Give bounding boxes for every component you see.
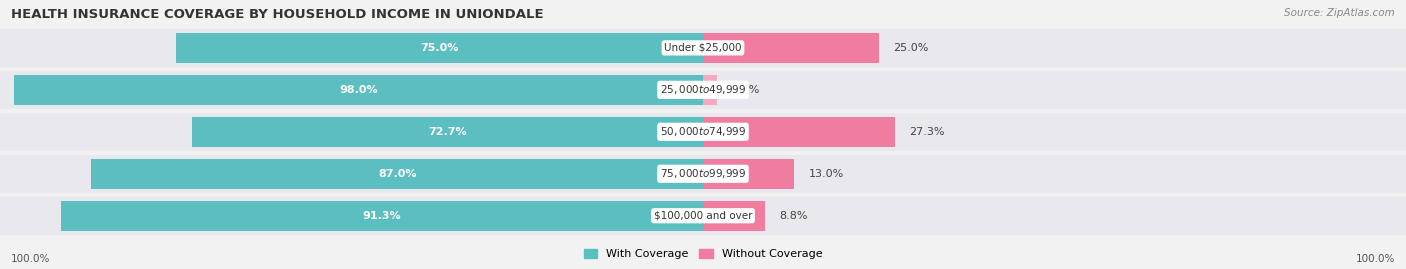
Text: 13.0%: 13.0% <box>808 169 844 179</box>
Bar <box>91 159 703 189</box>
Text: 72.7%: 72.7% <box>429 127 467 137</box>
Text: 87.0%: 87.0% <box>378 169 416 179</box>
Text: $25,000 to $49,999: $25,000 to $49,999 <box>659 83 747 96</box>
Text: 25.0%: 25.0% <box>893 43 928 53</box>
Bar <box>0 155 1406 192</box>
Text: 100.0%: 100.0% <box>1355 254 1395 264</box>
Text: 75.0%: 75.0% <box>420 43 458 53</box>
Bar <box>703 75 717 105</box>
Legend: With Coverage, Without Coverage: With Coverage, Without Coverage <box>579 244 827 263</box>
Bar <box>60 201 703 231</box>
Text: 98.0%: 98.0% <box>339 85 378 95</box>
Bar <box>703 159 794 189</box>
Text: $100,000 and over: $100,000 and over <box>654 211 752 221</box>
Text: 8.8%: 8.8% <box>779 211 807 221</box>
Text: $50,000 to $74,999: $50,000 to $74,999 <box>659 125 747 138</box>
Text: HEALTH INSURANCE COVERAGE BY HOUSEHOLD INCOME IN UNIONDALE: HEALTH INSURANCE COVERAGE BY HOUSEHOLD I… <box>11 8 544 21</box>
Bar <box>703 33 879 63</box>
Text: 91.3%: 91.3% <box>363 211 401 221</box>
Bar <box>0 113 1406 150</box>
Text: 2.0%: 2.0% <box>731 85 759 95</box>
Text: $75,000 to $99,999: $75,000 to $99,999 <box>659 167 747 180</box>
Text: 27.3%: 27.3% <box>910 127 945 137</box>
Bar <box>703 117 896 147</box>
Bar <box>0 71 1406 108</box>
Bar <box>191 117 703 147</box>
Bar <box>0 29 1406 66</box>
Bar <box>703 201 765 231</box>
Bar <box>0 197 1406 234</box>
Bar <box>176 33 703 63</box>
Text: 100.0%: 100.0% <box>11 254 51 264</box>
Text: Under $25,000: Under $25,000 <box>664 43 742 53</box>
Bar <box>14 75 703 105</box>
Text: Source: ZipAtlas.com: Source: ZipAtlas.com <box>1284 8 1395 18</box>
